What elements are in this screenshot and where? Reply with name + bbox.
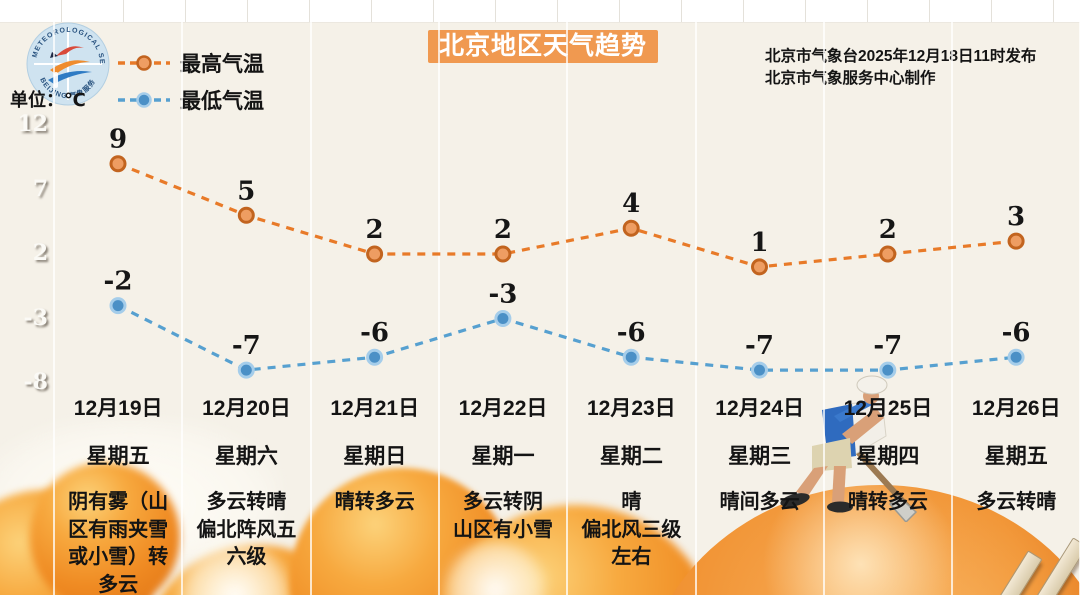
figure-shoe <box>780 493 810 507</box>
date-label: 12月19日 <box>73 397 163 420</box>
y-tick-label: -8 <box>23 369 48 395</box>
logo-blue-swoosh <box>48 71 92 84</box>
day-column: 12月26日 星期五多云转晴 <box>952 392 1080 517</box>
day-column: 12月19日 星期五阴有雾（山 区有雨夹雪 或小雪）转 多云 <box>54 392 182 595</box>
legend-item-low: 最低气温 <box>118 85 264 115</box>
weather-description: 多云转阴 山区有小雪 <box>453 491 554 541</box>
weekday-label: 星期五 <box>984 445 1048 468</box>
logo-red-swoosh <box>56 46 84 56</box>
y-tick-label: 7 <box>32 175 48 202</box>
figure-shoe <box>827 501 853 513</box>
figure-arm <box>842 408 884 444</box>
miniature-gardener-figure <box>780 375 918 522</box>
weekday-label: 星期一 <box>471 445 535 468</box>
chart-legend: 最高气温 最低气温 <box>118 48 264 122</box>
weekday-label: 星期日 <box>343 445 407 468</box>
day-column: 12月24日 星期三晴间多云 <box>696 392 824 517</box>
page-title: 北京地区天气趋势 <box>428 30 659 63</box>
blurred-orange <box>30 462 180 595</box>
tool-blade <box>888 494 918 522</box>
weather-description: 阴有雾（山 区有雨夹雪 或小雪）转 多云 <box>68 491 169 595</box>
legend-item-high: 最高气温 <box>118 48 264 78</box>
source-line-1: 北京市气象台2025年12月18日11时发布 <box>765 48 1037 65</box>
date-label: 12月23日 <box>586 397 676 420</box>
date-label: 12月26日 <box>971 397 1061 420</box>
white-cap <box>856 375 888 395</box>
date-label: 12月21日 <box>330 397 420 420</box>
weekday-label: 星期六 <box>214 445 278 468</box>
weekday-label: 星期四 <box>856 445 920 468</box>
legend-label-low: 最低气温 <box>180 90 264 113</box>
y-tick-label: 2 <box>32 240 48 266</box>
weekday-label: 星期二 <box>599 445 663 468</box>
weather-description: 晴间多云 <box>719 491 800 513</box>
date-label: 12月25日 <box>843 397 933 420</box>
column-separator <box>53 22 55 595</box>
legend-label-high: 最高气温 <box>180 53 264 76</box>
y-tick-label: -3 <box>23 304 48 331</box>
date-label: 12月20日 <box>202 397 291 420</box>
day-column: 12月21日 星期日晴转多云 <box>311 392 439 517</box>
y-tick-label: 12 <box>17 111 48 137</box>
day-column: 12月22日 星期一多云转阴 山区有小雪 <box>439 392 567 544</box>
weather-description: 多云转晴 偏北阵风五 六级 <box>196 491 297 569</box>
bag-strap <box>834 400 874 422</box>
weather-description: 多云转晴 <box>976 491 1057 513</box>
figure-leg <box>832 466 846 502</box>
low-temp-line-marker-icon <box>118 92 170 108</box>
date-label: 12月24日 <box>715 397 804 420</box>
weekday-label: 星期三 <box>728 445 792 468</box>
weather-description: 晴转多云 <box>334 491 415 513</box>
weather-description: 晴 偏北风三级 左右 <box>581 491 682 569</box>
day-column: 12月23日 星期二晴 偏北风三级 左右 <box>567 392 695 572</box>
unit-label: 单位：℃ <box>10 90 86 110</box>
weather-description: 晴转多云 <box>847 491 928 513</box>
high-temp-line-marker-icon <box>118 55 170 71</box>
day-column: 12月25日 星期四晴转多云 <box>824 392 952 517</box>
source-line-2: 北京市气象服务中心制作 <box>765 70 936 88</box>
day-column: 12月20日 星期六多云转晴 偏北阵风五 六级 <box>182 392 310 572</box>
beijing-meteorological-service-logo: METEOROLOGICAL SERVICE BEIJING 气象服务 <box>26 22 110 106</box>
source-info: 北京市气象台2025年12月18日11时发布 北京市气象服务中心制作 <box>765 46 1036 91</box>
weekday-label: 星期五 <box>86 445 150 468</box>
logo-orange-swoosh <box>50 60 90 74</box>
logo-microphone <box>54 72 58 88</box>
date-label: 12月22日 <box>458 397 548 420</box>
top-cell-strip <box>0 0 1080 23</box>
figure-leg <box>796 466 828 496</box>
khaki-shorts <box>812 438 852 472</box>
